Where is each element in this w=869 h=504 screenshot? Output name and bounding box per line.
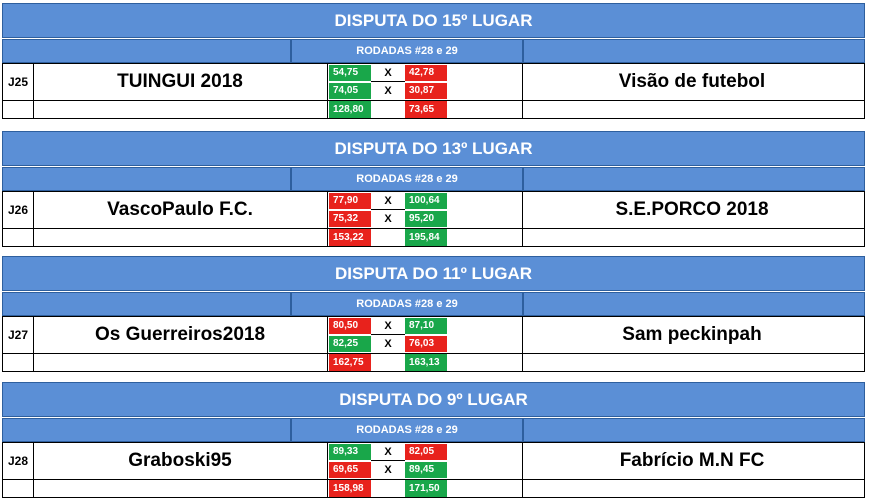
score-divider	[371, 209, 405, 210]
subheader-right	[523, 292, 865, 316]
home-score-round-28: 80,50	[329, 318, 371, 334]
away-score-round-28: 42,78	[405, 65, 447, 81]
home-team-name: VascoPaulo F.C.	[107, 199, 253, 220]
home-total-score: 162,75	[329, 354, 371, 371]
away-total-score: 73,65	[405, 101, 447, 118]
away-total-score: 195,84	[405, 229, 447, 246]
totals-row: 158,98 171,50	[2, 479, 865, 498]
home-score-round-28: 89,33	[329, 444, 371, 460]
away-team-name: S.E.PORCO 2018	[615, 199, 769, 220]
totals-area: 153,22 195,84	[327, 229, 523, 246]
away-score-round-28: 100,64	[405, 193, 447, 209]
versus-label: X	[384, 320, 392, 332]
away-team-name: Sam peckinpah	[622, 324, 762, 345]
away-score-round-29: 89,45	[405, 462, 447, 478]
home-total-score: 128,80	[329, 101, 371, 118]
home-score-round-29: 74,05	[329, 83, 371, 99]
versus-label: X	[384, 85, 392, 97]
totals-area: 128,80 73,65	[327, 101, 523, 118]
match-row: J26 VascoPaulo F.C. 77,90 X 100,64 75,32…	[2, 191, 865, 229]
home-team-name: Graboski95	[128, 450, 232, 471]
away-score-round-28: 82,05	[405, 444, 447, 460]
totals-row: 153,22 195,84	[2, 228, 865, 247]
match-block-j26: DISPUTA DO 13º LUGAR RODADAS #28 e 29 J2…	[2, 131, 865, 248]
rounds-label: RODADAS #28 e 29	[291, 292, 523, 316]
totals-code-cell	[3, 101, 34, 118]
home-team-name: Os Guerreiros2018	[94, 324, 266, 345]
match-title: DISPUTA DO 15º LUGAR	[2, 3, 865, 38]
totals-row: 128,80 73,65	[2, 100, 865, 119]
totals-code-cell	[3, 354, 34, 371]
score-area: 54,75 X 42,78 74,05 X 30,87	[327, 64, 523, 100]
home-score-round-28: 77,90	[329, 193, 371, 209]
match-title: DISPUTA DO 9º LUGAR	[2, 382, 865, 417]
match-code: J25	[3, 64, 34, 100]
score-divider	[371, 334, 405, 335]
rounds-label: RODADAS #28 e 29	[291, 418, 523, 442]
match-code: J28	[3, 443, 34, 479]
totals-code-cell	[3, 229, 34, 246]
home-total-score: 153,22	[329, 229, 371, 246]
versus-label: X	[384, 213, 392, 225]
subheader-left	[2, 292, 291, 316]
away-score-round-29: 95,20	[405, 211, 447, 227]
rounds-label: RODADAS #28 e 29	[291, 167, 523, 191]
home-score-round-28: 54,75	[329, 65, 371, 81]
subheader-right	[523, 167, 865, 191]
away-score-round-29: 30,87	[405, 83, 447, 99]
home-total-score: 158,98	[329, 480, 371, 497]
away-score-round-28: 87,10	[405, 318, 447, 334]
match-code: J27	[3, 317, 34, 353]
away-total-score: 171,50	[405, 480, 447, 497]
subheader-left	[2, 39, 291, 63]
match-title: DISPUTA DO 13º LUGAR	[2, 131, 865, 166]
match-row: J28 Graboski95 89,33 X 82,05 69,65 X 89,…	[2, 442, 865, 480]
match-row: J25 TUINGUI 2018 54,75 X 42,78 74,05 X 3…	[2, 63, 865, 101]
totals-code-cell	[3, 480, 34, 497]
away-total-score: 163,13	[405, 354, 447, 371]
versus-label: X	[384, 195, 392, 207]
score-divider	[371, 460, 405, 461]
versus-label: X	[384, 67, 392, 79]
subheader-right	[523, 39, 865, 63]
away-team-name: Visão de futebol	[618, 71, 766, 92]
totals-area: 158,98 171,50	[327, 480, 523, 497]
match-block-j27: DISPUTA DO 11º LUGAR RODADAS #28 e 29 J2…	[2, 256, 865, 373]
home-score-round-29: 75,32	[329, 211, 371, 227]
totals-row: 162,75 163,13	[2, 353, 865, 372]
score-area: 89,33 X 82,05 69,65 X 89,45	[327, 443, 523, 479]
subheader-left	[2, 167, 291, 191]
rounds-label: RODADAS #28 e 29	[291, 39, 523, 63]
match-row: J27 Os Guerreiros2018 80,50 X 87,10 82,2…	[2, 316, 865, 354]
match-block-j28: DISPUTA DO 9º LUGAR RODADAS #28 e 29 J28…	[2, 382, 865, 499]
away-score-round-29: 76,03	[405, 336, 447, 352]
totals-area: 162,75 163,13	[327, 354, 523, 371]
subheader-left	[2, 418, 291, 442]
versus-label: X	[384, 446, 392, 458]
versus-label: X	[384, 338, 392, 350]
score-area: 77,90 X 100,64 75,32 X 95,20	[327, 192, 523, 228]
match-block-j25: DISPUTA DO 15º LUGAR RODADAS #28 e 29 J2…	[2, 3, 865, 120]
home-score-round-29: 69,65	[329, 462, 371, 478]
home-score-round-29: 82,25	[329, 336, 371, 352]
match-code: J26	[3, 192, 34, 228]
score-area: 80,50 X 87,10 82,25 X 76,03	[327, 317, 523, 353]
match-title: DISPUTA DO 11º LUGAR	[2, 256, 865, 291]
subheader-right	[523, 418, 865, 442]
versus-label: X	[384, 464, 392, 476]
away-team-name: Fabrício M.N FC	[619, 450, 765, 471]
score-divider	[371, 81, 405, 82]
home-team-name: TUINGUI 2018	[117, 71, 243, 92]
